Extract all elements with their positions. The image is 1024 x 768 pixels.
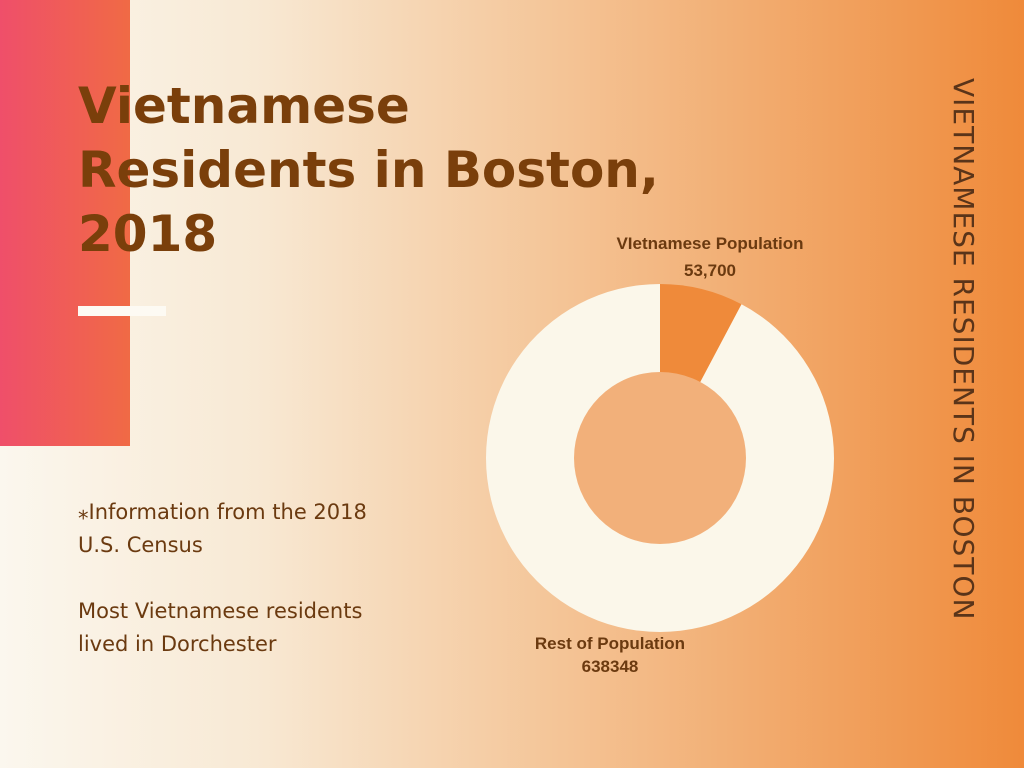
- label-rest-value: 638348: [582, 657, 639, 676]
- page-title: Vietnamese Residents in Boston, 2018: [78, 77, 659, 263]
- title-underline: [78, 306, 166, 316]
- accent-bar: [0, 0, 130, 446]
- vertical-side-title: VIETNAMESE RESIDENTS IN BOSTON: [947, 78, 980, 621]
- census-note: ⁎Information from the 2018 U.S. Census: [78, 500, 367, 557]
- dorchester-note: Most Vietnamese residents lived in Dorch…: [78, 599, 363, 656]
- donut-hole: [574, 372, 746, 544]
- label-rest-name: Rest of Population: [535, 634, 685, 653]
- label-vietnamese-value: 53,700: [684, 261, 736, 280]
- label-vietnamese-name: VIetnamese Population: [616, 234, 803, 253]
